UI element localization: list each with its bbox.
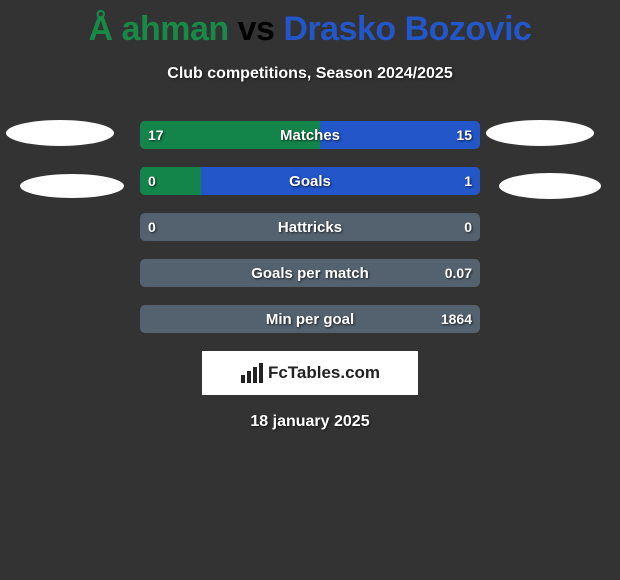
decorative-ellipse: [6, 120, 114, 146]
stat-row: 0.07Goals per match: [140, 259, 480, 287]
stat-label: Matches: [140, 121, 480, 149]
decorative-ellipse: [20, 174, 124, 198]
comparison-title: Å ahman vs Drasko Bozovic: [0, 0, 620, 49]
stat-row: 1715Matches: [140, 121, 480, 149]
stat-label: Goals per match: [140, 259, 480, 287]
stat-row: 01Goals: [140, 167, 480, 195]
vs-text: vs: [229, 10, 284, 48]
subtitle: Club competitions, Season 2024/2025: [0, 65, 620, 83]
decorative-ellipse: [499, 173, 601, 199]
stat-row: 1864Min per goal: [140, 305, 480, 333]
player-right-name: Drasko Bozovic: [283, 10, 531, 48]
date-text: 18 january 2025: [0, 413, 620, 431]
bars-icon: [240, 363, 264, 383]
stat-label: Hattricks: [140, 213, 480, 241]
fctables-logo[interactable]: FcTables.com: [202, 351, 418, 395]
stat-row: 00Hattricks: [140, 213, 480, 241]
decorative-ellipse: [486, 120, 594, 146]
comparison-chart: 1715Matches 01Goals 00Hattricks 0.07Goals p…: [0, 121, 620, 333]
logo-text: FcTables.com: [268, 363, 380, 383]
stat-label: Min per goal: [140, 305, 480, 333]
stat-label: Goals: [140, 167, 480, 195]
player-left-name: Å ahman: [89, 10, 229, 48]
